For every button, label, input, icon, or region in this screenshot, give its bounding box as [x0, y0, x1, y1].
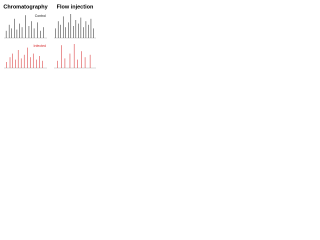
legend-label: Control	[35, 14, 47, 18]
chart-title: Chromatography	[3, 4, 48, 10]
figure: Chromatography Control Infected Flow inject…	[0, 0, 100, 80]
background	[0, 0, 100, 80]
legend-label: Infected	[34, 44, 47, 48]
chart-title: Flow injection	[57, 4, 94, 10]
